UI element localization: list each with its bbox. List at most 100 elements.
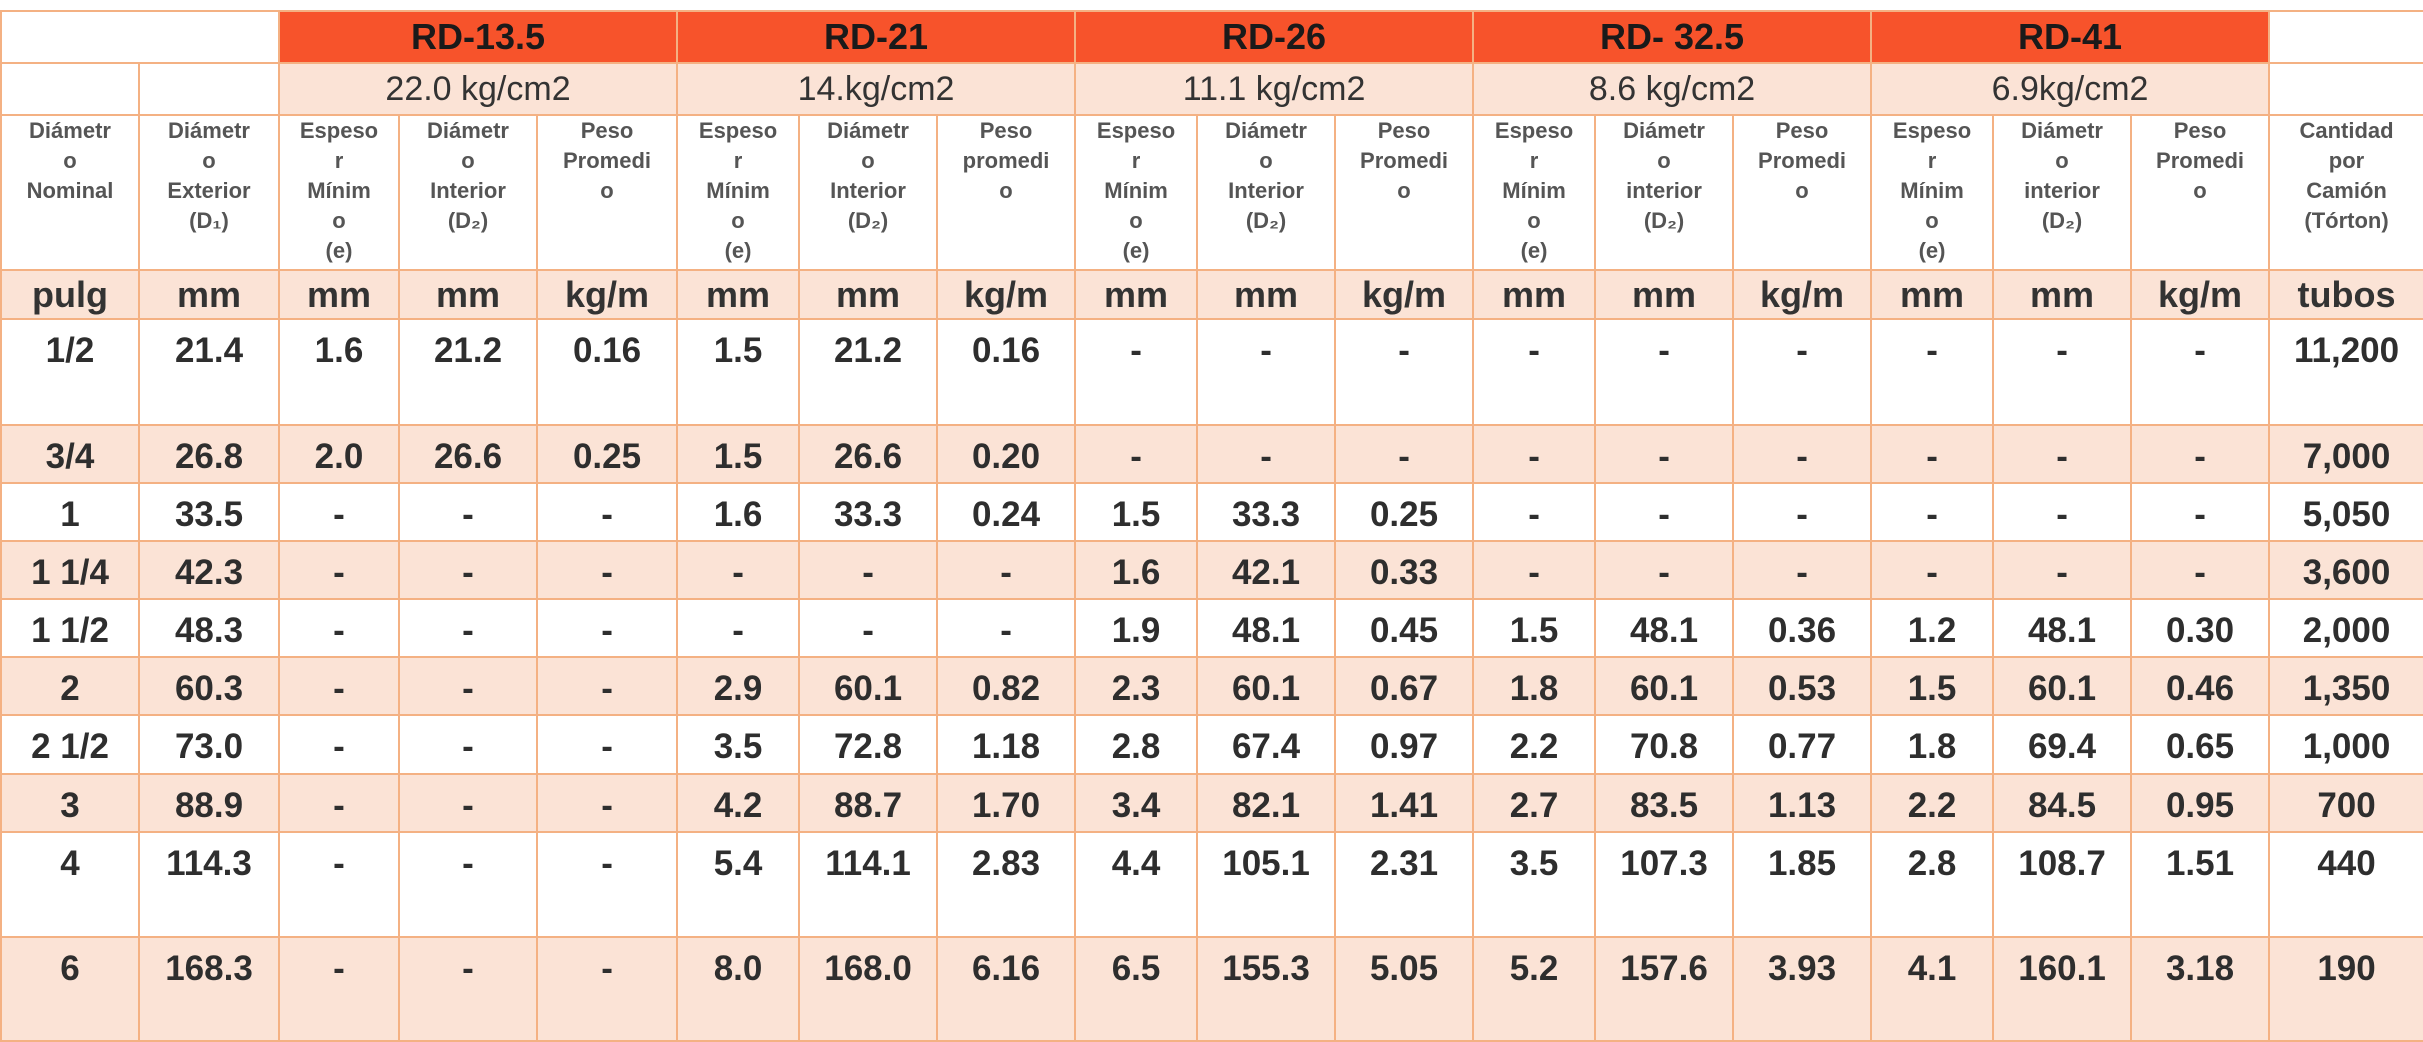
table-cell: 168.0 [798,936,939,1042]
table-cell: 2.8 [1074,714,1199,775]
table-cell: - [1594,540,1735,600]
pipe-spec-table: RD-13.5 RD-21 RD-26 RD- 32.5 RD-41 22.0 … [0,10,2423,1042]
table-cell: 73.0 [138,714,280,775]
table-cell: - [398,773,538,833]
table-cell: - [1732,318,1873,426]
column-description-row: Diámetr o Nominal Diámetr o Exterior (D₁)… [0,114,2423,271]
unit-cell: mm [278,269,400,320]
table-cell: 700 [2268,773,2423,833]
table-cell: 1.5 [1472,598,1597,658]
table-cell: 4.2 [676,773,801,833]
table-cell: 60.1 [798,656,939,716]
table-cell: 21.2 [798,318,939,426]
table-cell: 155.3 [1196,936,1337,1042]
table-cell: - [1472,424,1597,484]
table-cell: 1.9 [1074,598,1199,658]
table-row: 2 60.3- - -2.9 60.1 0.82 2.3 60.1 0.67 1.8 60.1 0.5… [0,656,2423,716]
table-row: 3 88.9- - -4.2 88.7 1.70 3.4 82.1 1.41 2.7 83.5 1.1… [0,773,2423,833]
table-cell: - [278,482,400,542]
table-cell: - [1992,482,2133,542]
column-header: Cantidad por Camión (Tórton) [2268,114,2423,271]
table-cell: 0.30 [2130,598,2271,658]
nominal-size-cell: 3/4 [0,424,140,484]
table-cell: 1.5 [1870,656,1995,716]
table-cell: - [1472,540,1597,600]
unit-cell: mm [1472,269,1597,320]
table-cell: 1.6 [278,318,400,426]
table-cell: - [1870,424,1995,484]
table-cell: 1.8 [1870,714,1995,775]
table-cell: 1.85 [1732,831,1873,938]
table-cell: - [1870,540,1995,600]
table-cell: 72.8 [798,714,939,775]
table-row: 1 33.5- - -1.6 33.3 0.24 1.5 33.3 0.25- - - - - -5,05… [0,482,2423,542]
pressure-rating: 22.0 kg/cm2 [277,62,679,116]
pressure-rating: 14.kg/cm2 [676,62,1077,116]
nominal-size-cell: 1 [0,482,140,542]
table-cell: - [2130,540,2271,600]
table-cell: 3.4 [1074,773,1199,833]
table-cell: 0.25 [1334,482,1475,542]
table-cell: - [535,598,679,658]
table-row: 3/4 26.8 2.0 26.6 0.25 1.5 26.6 0.20- - - - - - - - -7,… [0,424,2423,484]
table-cell: 33.3 [798,482,939,542]
table-cell: 21.2 [398,318,538,426]
table-cell: - [1870,318,1995,426]
nominal-size-cell: 1 1/4 [0,540,140,600]
table-cell: 2.2 [1870,773,1995,833]
table-cell: 0.77 [1732,714,1873,775]
units-row: pulg mm mm mm kg/m mm mm kg/m mm mm kg/m mm mm kg/m mm… [0,269,2423,320]
table-cell: - [936,540,1077,600]
table-cell: 1,000 [2268,714,2423,775]
table-cell: 1.5 [1074,482,1199,542]
rd-header-row: RD-13.5 RD-21 RD-26 RD- 32.5 RD-41 [0,10,2423,64]
column-header: Peso Promedi o [1334,114,1475,271]
rd-group-header: RD-13.5 [277,10,679,64]
corner-cell [2268,10,2423,64]
table-cell: 2.31 [1334,831,1475,938]
table-cell: - [1992,540,2133,600]
table-cell: 1.6 [676,482,801,542]
table-cell: 1.13 [1732,773,1873,833]
table-cell: 6.5 [1074,936,1199,1042]
table-cell: - [798,540,939,600]
nominal-size-cell: 6 [0,936,140,1042]
table-cell: - [2130,318,2271,426]
table-cell: 2.83 [936,831,1077,938]
table-cell: 107.3 [1594,831,1735,938]
table-cell: - [398,936,538,1042]
table-cell: 33.3 [1196,482,1337,542]
table-cell: 0.24 [936,482,1077,542]
table-cell: 1.2 [1870,598,1995,658]
table-cell: 160.1 [1992,936,2133,1042]
column-header: Diámetr o interior (D₂) [1992,114,2133,271]
table-cell: - [278,656,400,716]
table-cell: 7,000 [2268,424,2423,484]
table-cell: 2.7 [1472,773,1597,833]
table-cell: 0.16 [936,318,1077,426]
table-cell: 0.53 [1732,656,1873,716]
unit-cell: mm [398,269,538,320]
table-cell: - [278,540,400,600]
column-header: Diámetr o Interior (D₂) [798,114,939,271]
table-cell: 0.33 [1334,540,1475,600]
table-cell: 0.67 [1334,656,1475,716]
table-cell: 48.3 [138,598,280,658]
table-cell: 4.1 [1870,936,1995,1042]
table-cell: - [936,598,1077,658]
table-cell: - [1472,482,1597,542]
column-header: Diámetr o Interior (D₂) [1196,114,1337,271]
table-cell: 2.9 [676,656,801,716]
pressure-rating: 6.9kg/cm2 [1870,62,2271,116]
pressure-rating: 11.1 kg/cm2 [1074,62,1475,116]
table-cell: 2,000 [2268,598,2423,658]
column-header: Diámetr o interior (D₂) [1594,114,1735,271]
table-cell: 26.8 [138,424,280,484]
table-cell: 105.1 [1196,831,1337,938]
column-header: Diámetr o Exterior (D₁) [138,114,280,271]
table-cell: - [535,714,679,775]
table-cell: - [278,773,400,833]
empty-cell [0,62,140,116]
unit-cell: kg/m [936,269,1077,320]
table-cell: 60.3 [138,656,280,716]
